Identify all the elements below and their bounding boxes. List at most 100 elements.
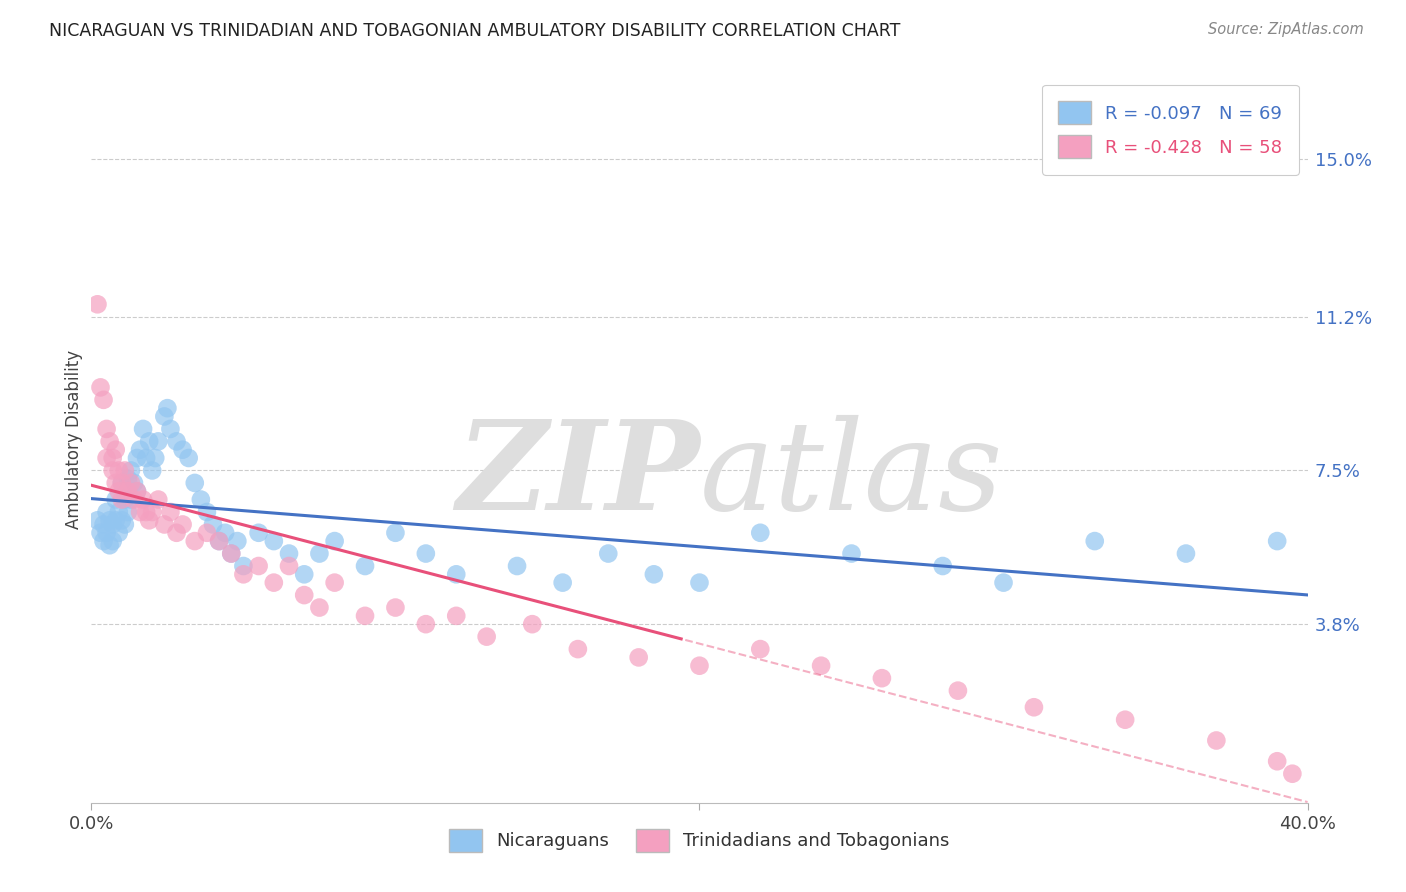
Point	[107, 463, 129, 477]
Point	[135, 450, 157, 465]
Point	[125, 450, 148, 465]
Point	[475, 630, 498, 644]
Point	[292, 588, 315, 602]
Point	[219, 547, 242, 561]
Point	[153, 409, 176, 424]
Point	[195, 525, 218, 540]
Point	[93, 392, 115, 407]
Point	[208, 534, 231, 549]
Point	[107, 484, 129, 499]
Point	[104, 475, 127, 490]
Point	[120, 463, 142, 477]
Point	[141, 463, 163, 477]
Point	[308, 600, 330, 615]
Point	[98, 538, 121, 552]
Text: ZIP: ZIP	[456, 415, 699, 536]
Point	[598, 547, 620, 561]
Point	[1114, 713, 1136, 727]
Point	[1174, 547, 1197, 561]
Point	[354, 608, 377, 623]
Point	[101, 517, 124, 532]
Point	[117, 472, 139, 486]
Point	[96, 450, 118, 465]
Point	[749, 525, 772, 540]
Point	[184, 475, 207, 490]
Point	[156, 401, 179, 416]
Point	[263, 534, 285, 549]
Point	[627, 650, 650, 665]
Point	[89, 380, 111, 394]
Point	[195, 505, 218, 519]
Point	[232, 567, 254, 582]
Point	[107, 505, 129, 519]
Point	[166, 434, 188, 449]
Point	[870, 671, 893, 685]
Point	[1265, 534, 1288, 549]
Point	[166, 525, 188, 540]
Point	[308, 547, 330, 561]
Point	[444, 567, 467, 582]
Point	[208, 534, 231, 549]
Point	[132, 492, 155, 507]
Point	[415, 617, 437, 632]
Point	[506, 559, 529, 574]
Point	[122, 475, 145, 490]
Point	[1265, 754, 1288, 768]
Point	[688, 658, 710, 673]
Point	[86, 513, 108, 527]
Point	[323, 534, 346, 549]
Point	[153, 517, 176, 532]
Point	[226, 534, 249, 549]
Point	[278, 547, 301, 561]
Point	[104, 442, 127, 457]
Point	[111, 492, 134, 507]
Point	[120, 492, 142, 507]
Point	[993, 575, 1015, 590]
Point	[86, 297, 108, 311]
Point	[141, 505, 163, 519]
Point	[114, 492, 136, 507]
Point	[202, 517, 225, 532]
Point	[522, 617, 544, 632]
Point	[172, 517, 194, 532]
Point	[384, 600, 406, 615]
Point	[129, 442, 152, 457]
Point	[122, 492, 145, 507]
Point	[354, 559, 377, 574]
Point	[643, 567, 665, 582]
Point	[159, 505, 181, 519]
Point	[117, 484, 139, 499]
Point	[946, 683, 969, 698]
Point	[810, 658, 832, 673]
Point	[444, 608, 467, 623]
Point	[111, 513, 134, 527]
Point	[132, 422, 155, 436]
Point	[96, 525, 118, 540]
Point	[159, 422, 181, 436]
Point	[232, 559, 254, 574]
Point	[93, 517, 115, 532]
Point	[688, 575, 710, 590]
Point	[190, 492, 212, 507]
Point	[172, 442, 194, 457]
Legend: Nicaraguans, Trinidadians and Tobagonians: Nicaraguans, Trinidadians and Tobagonian…	[441, 822, 957, 859]
Point	[247, 559, 270, 574]
Point	[292, 567, 315, 582]
Point	[1084, 534, 1107, 549]
Text: Source: ZipAtlas.com: Source: ZipAtlas.com	[1208, 22, 1364, 37]
Point	[184, 534, 207, 549]
Point	[148, 492, 170, 507]
Point	[138, 434, 160, 449]
Point	[101, 534, 124, 549]
Point	[278, 559, 301, 574]
Point	[117, 505, 139, 519]
Point	[415, 547, 437, 561]
Point	[101, 450, 124, 465]
Point	[125, 484, 148, 499]
Point	[104, 513, 127, 527]
Point	[148, 434, 170, 449]
Point	[263, 575, 285, 590]
Point	[219, 547, 242, 561]
Point	[138, 513, 160, 527]
Point	[247, 525, 270, 540]
